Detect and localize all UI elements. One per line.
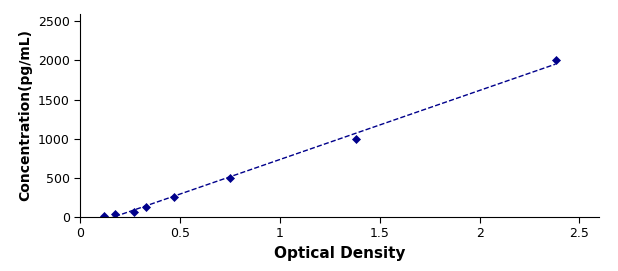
Y-axis label: Concentration(pg/mL): Concentration(pg/mL): [19, 29, 33, 201]
X-axis label: Optical Density: Optical Density: [274, 246, 405, 261]
